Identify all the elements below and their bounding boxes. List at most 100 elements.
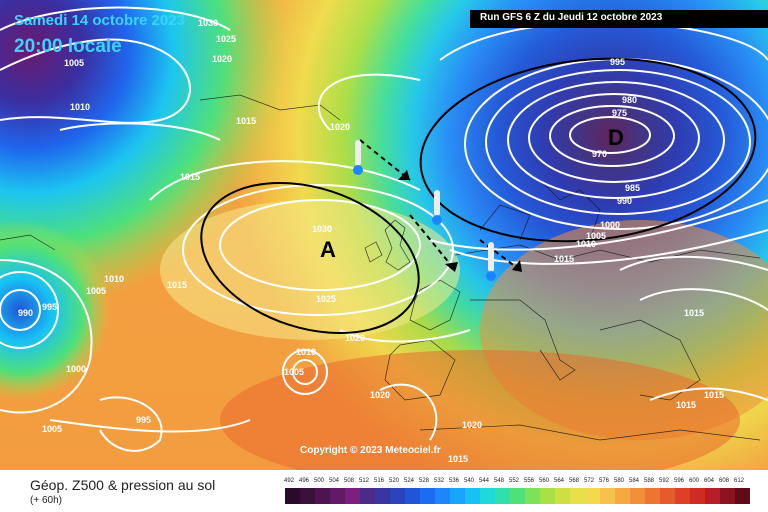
isobar-value-label: 1005	[284, 367, 304, 377]
flow-arrows	[359, 139, 521, 271]
scale-swatch	[480, 488, 495, 504]
run-info: Run GFS 6 Z du Jeudi 12 octobre 2023	[480, 12, 663, 23]
scale-swatch	[570, 488, 585, 504]
scale-swatch	[330, 488, 345, 504]
isobar-value-label: 1015	[167, 280, 187, 290]
scale-tick-label: 532	[433, 478, 444, 484]
scale-tick-label: 552	[508, 478, 519, 484]
scale-tick-label: 512	[358, 478, 369, 484]
anticyclone-outline	[200, 181, 420, 335]
isobar-value-label: 1015	[554, 254, 574, 264]
isobar-value-label: 995	[136, 415, 151, 425]
low-pressure-label: D	[608, 125, 624, 150]
scale-swatch	[555, 488, 570, 504]
scale-tick-label: 564	[553, 478, 564, 484]
scale-swatch	[630, 488, 645, 504]
scale-tick-label: 544	[478, 478, 489, 484]
isobar-value-label: 1015	[676, 400, 696, 410]
isobar-value-label: 970	[592, 149, 607, 159]
isobar-value-label: 1015	[448, 454, 468, 464]
isobar-value-label: 990	[18, 308, 33, 318]
scale-tick-label: 524	[403, 478, 414, 484]
scale-tick-label: 516	[373, 478, 384, 484]
scale-swatch	[345, 488, 360, 504]
forecast-lead: (+ 60h)	[30, 495, 62, 506]
scale-swatch	[390, 488, 405, 504]
scale-swatch	[660, 488, 675, 504]
scale-swatch	[420, 488, 435, 504]
scale-swatch	[510, 488, 525, 504]
isobar-value-label: 980	[622, 95, 637, 105]
scale-swatch	[615, 488, 630, 504]
isobars	[0, 6, 768, 452]
scale-swatch	[720, 488, 735, 504]
scale-tick-label: 592	[658, 478, 669, 484]
scale-tick-label: 576	[598, 478, 609, 484]
scale-tick-label: 536	[448, 478, 459, 484]
isobar-value-label: 1020	[212, 54, 232, 64]
scale-tick-label: 500	[313, 478, 324, 484]
isobar-value-label: 1015	[684, 308, 704, 318]
isobar-labels: 1030102510201005101010151015102099598097…	[18, 18, 724, 464]
isobar-value-label: 1010	[576, 239, 596, 249]
scale-tick-label: 572	[583, 478, 594, 484]
scale-swatch	[600, 488, 615, 504]
scale-tick-label: 540	[463, 478, 474, 484]
scale-tick-label: 584	[628, 478, 639, 484]
scale-tick-label: 528	[418, 478, 429, 484]
isobar-value-label: 1005	[86, 286, 106, 296]
scale-swatch	[645, 488, 660, 504]
isobar-value-label: 985	[625, 183, 640, 193]
scale-swatch	[300, 488, 315, 504]
copyright-notice: Copyright © 2023 Meteociel.fr	[300, 445, 441, 456]
scale-tick-label: 612	[733, 478, 744, 484]
run-banner	[470, 10, 768, 28]
color-scale: 492 496 500 504 508 512 516 520 524 528 532 536 540 5…	[283, 478, 753, 508]
thermometer-icon	[432, 190, 442, 225]
isobar-value-label: 1010	[296, 347, 316, 357]
scale-tick-label: 556	[523, 478, 534, 484]
scale-tick-label: 580	[613, 478, 624, 484]
isobar-value-label: 1020	[462, 420, 482, 430]
isobar-value-label: 1015	[180, 172, 200, 182]
scale-swatch	[735, 488, 750, 504]
arrowheads	[398, 170, 522, 272]
isobar-value-label: 990	[617, 196, 632, 206]
isobar-value-label: 1020	[345, 333, 365, 343]
isobar-value-label: 1025	[316, 294, 336, 304]
scale-tick-label: 560	[538, 478, 549, 484]
scale-swatch	[465, 488, 480, 504]
scale-tick-label: 596	[673, 478, 684, 484]
isobar-value-label: 1030	[198, 18, 218, 28]
thermometer-icon	[353, 140, 363, 175]
coastlines	[0, 94, 761, 441]
isobar-value-label: 1010	[104, 274, 124, 284]
isobar-value-label: 1000	[66, 364, 86, 374]
valid-date: Samedi 14 octobre 2023	[14, 12, 185, 29]
isobar-value-label: 1020	[330, 122, 350, 132]
valid-time: 20:00 locale	[14, 36, 122, 57]
isobar-value-label: 1025	[216, 34, 236, 44]
scale-swatch	[585, 488, 600, 504]
scale-swatch	[495, 488, 510, 504]
scale-swatch	[315, 488, 330, 504]
isobar-value-label: 1030	[312, 224, 332, 234]
scale-swatch	[705, 488, 720, 504]
isobar-value-label: 995	[42, 302, 57, 312]
scale-tick-label: 600	[688, 478, 699, 484]
isobar-value-label: 1015	[236, 116, 256, 126]
scale-swatch	[405, 488, 420, 504]
isobar-value-label: 1005	[586, 231, 606, 241]
weather-map: A D 1030 1025 1020 1005 1010 1015 1015 1020 995 9…	[0, 0, 768, 470]
scale-tick-label: 568	[568, 478, 579, 484]
isobar-value-label: 975	[612, 108, 627, 118]
scale-tick-label: 548	[493, 478, 504, 484]
scale-tick-label: 608	[718, 478, 729, 484]
scale-swatch	[525, 488, 540, 504]
isobar-value-label: 1000	[600, 220, 620, 230]
high-pressure-label: A	[320, 237, 336, 262]
scale-tick-label: 508	[343, 478, 354, 484]
scale-swatch	[285, 488, 300, 504]
scale-swatch	[540, 488, 555, 504]
scale-swatch	[375, 488, 390, 504]
